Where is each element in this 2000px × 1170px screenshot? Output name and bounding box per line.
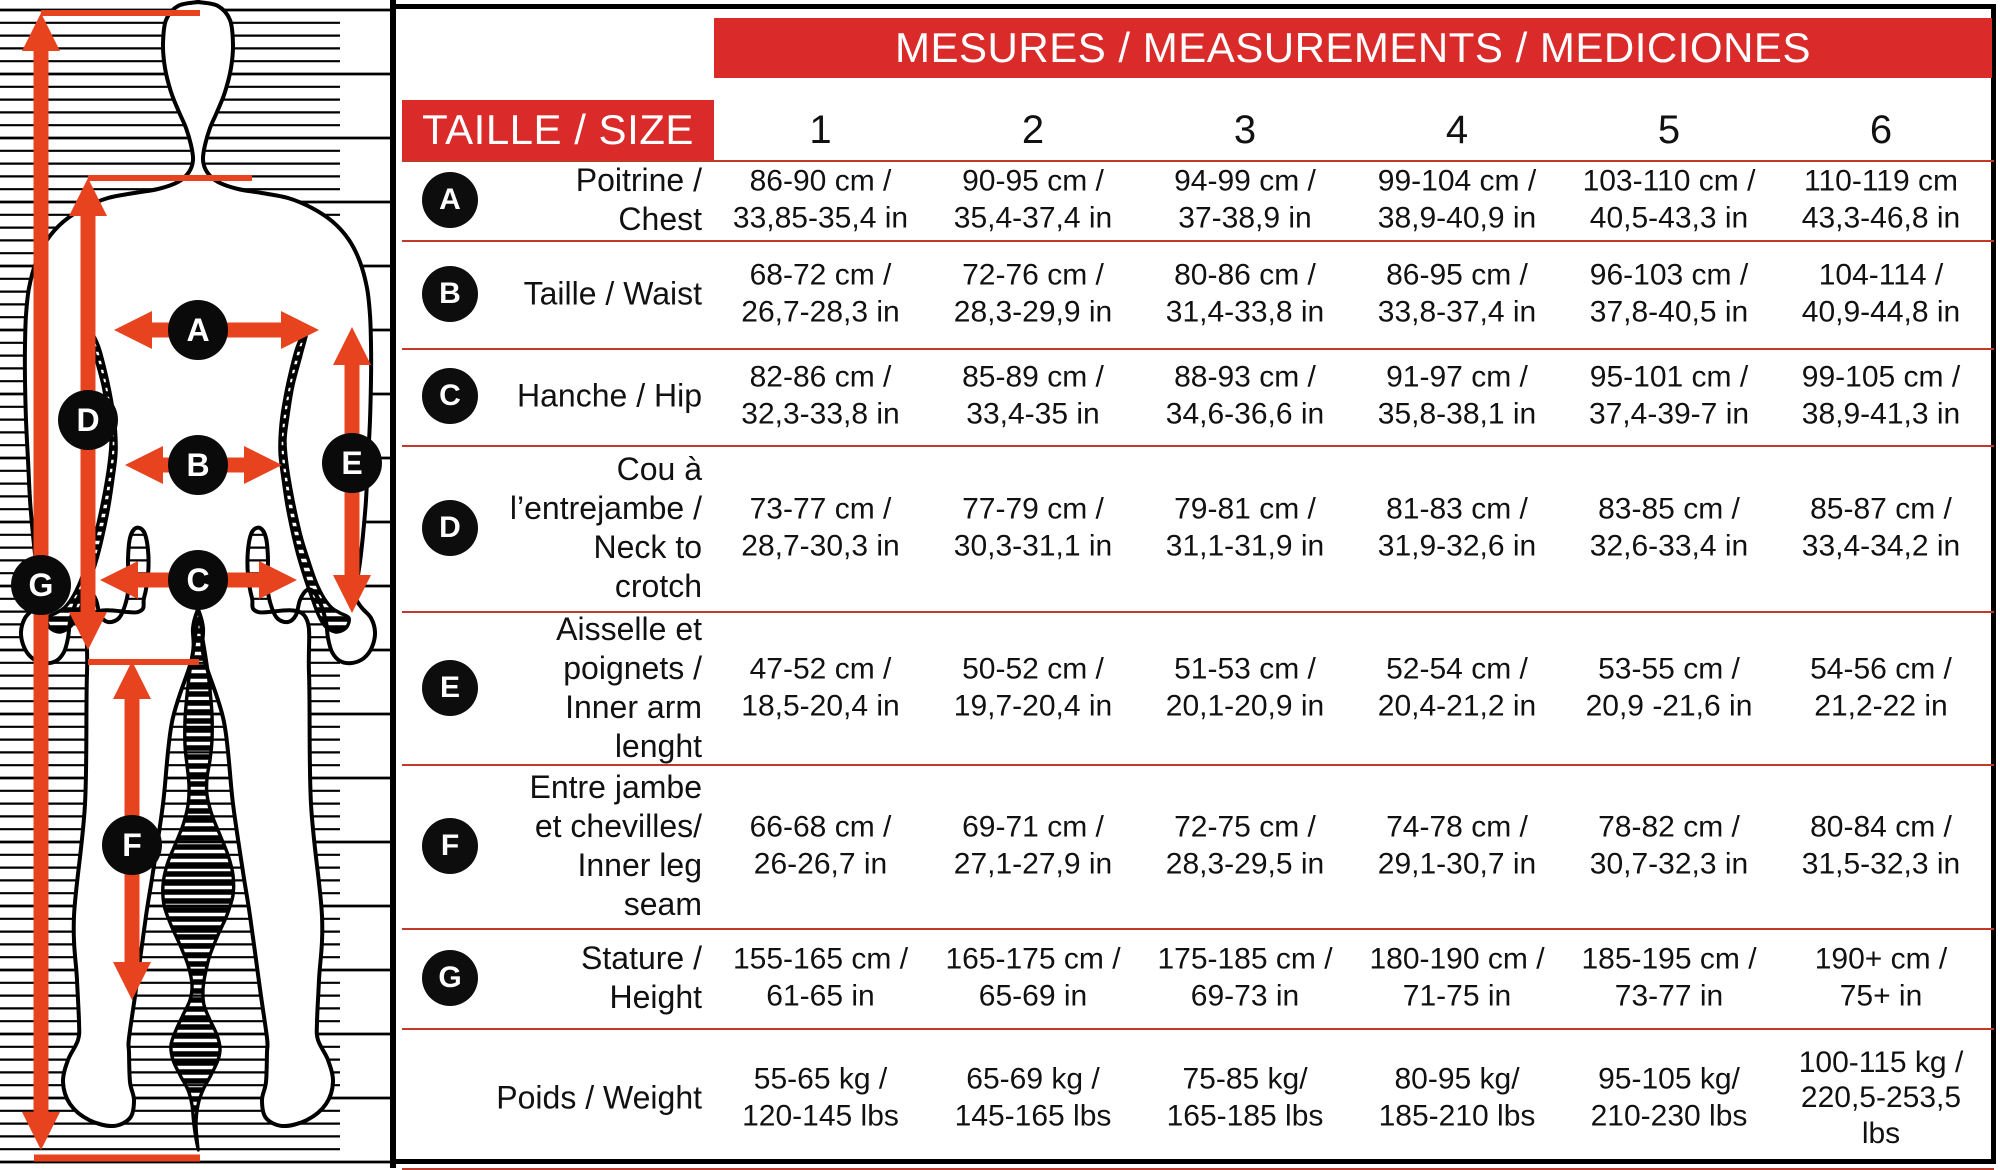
svg-text:F: F	[122, 827, 142, 863]
svg-text:D: D	[76, 402, 99, 438]
svg-text:E: E	[341, 445, 362, 481]
svg-text:G: G	[29, 567, 54, 603]
svg-text:B: B	[186, 447, 209, 483]
svg-text:C: C	[186, 562, 209, 598]
svg-text:A: A	[186, 312, 209, 348]
